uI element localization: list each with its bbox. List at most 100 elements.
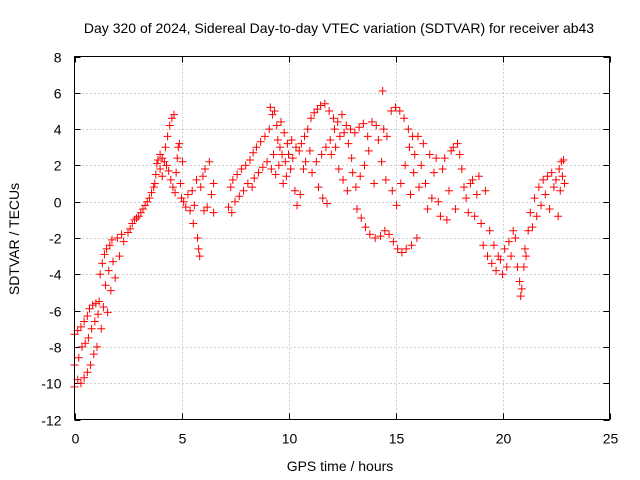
data-point <box>387 106 396 115</box>
data-point <box>377 157 386 166</box>
data-point <box>541 190 550 199</box>
data-point <box>87 324 96 333</box>
data-point <box>84 333 93 342</box>
data-point <box>209 179 218 188</box>
data-point <box>348 168 357 177</box>
data-point <box>190 201 199 210</box>
x-tick-label: 25 <box>603 431 619 447</box>
data-point <box>559 155 568 164</box>
data-point <box>385 230 394 239</box>
data-point <box>90 317 99 326</box>
data-point <box>543 172 552 181</box>
data-point <box>347 154 356 163</box>
y-tick-label: 4 <box>54 122 62 138</box>
data-point <box>379 125 388 134</box>
data-point <box>498 270 507 279</box>
data-point <box>102 244 111 253</box>
data-point <box>209 208 218 217</box>
data-point <box>95 297 104 306</box>
data-point <box>464 208 473 217</box>
data-point <box>360 161 369 170</box>
data-point <box>205 157 214 166</box>
data-point <box>250 174 259 183</box>
data-point <box>192 175 201 184</box>
data-point <box>147 188 156 197</box>
data-point <box>274 161 283 170</box>
data-point <box>516 292 525 301</box>
data-point <box>103 308 112 317</box>
data-point <box>517 284 526 293</box>
data-point <box>306 114 315 123</box>
data-point <box>105 241 114 250</box>
data-point <box>481 186 490 195</box>
data-point <box>252 143 261 152</box>
data-point <box>83 312 92 321</box>
data-point <box>391 103 400 112</box>
data-point <box>479 241 488 250</box>
data-point <box>163 132 172 141</box>
data-point <box>515 277 524 286</box>
data-point <box>228 175 237 184</box>
data-point <box>367 117 376 126</box>
data-point <box>270 106 279 115</box>
data-point <box>287 135 296 144</box>
data-point <box>88 301 97 310</box>
data-point <box>124 228 132 237</box>
data-point <box>350 128 359 137</box>
data-point <box>333 117 342 126</box>
data-point <box>423 204 432 213</box>
y-tick-label: -12 <box>41 413 61 429</box>
data-point <box>364 146 373 155</box>
data-point <box>557 157 566 166</box>
data-point <box>99 302 108 311</box>
data-point <box>254 168 263 177</box>
data-point <box>158 172 167 181</box>
data-point <box>370 179 379 188</box>
data-point <box>256 137 265 146</box>
data-point <box>226 183 235 192</box>
data-point <box>392 201 401 210</box>
data-point <box>296 190 305 199</box>
data-point <box>440 154 449 163</box>
data-point <box>474 172 483 181</box>
data-point <box>162 161 171 170</box>
data-point <box>160 157 169 166</box>
data-point <box>326 135 335 144</box>
data-point <box>511 234 520 242</box>
data-point <box>203 203 212 212</box>
data-point <box>265 125 274 134</box>
data-point <box>339 175 348 184</box>
x-axis-label: GPS time / hours <box>287 458 394 474</box>
data-point <box>128 219 137 228</box>
data-point <box>371 234 380 242</box>
data-point <box>176 179 185 188</box>
data-point <box>178 157 187 166</box>
data-point <box>224 203 233 212</box>
y-tick-label: 0 <box>54 195 62 211</box>
data-point <box>432 154 441 163</box>
data-point <box>164 166 173 175</box>
y-tick-label: 8 <box>54 50 62 66</box>
data-point <box>494 252 503 261</box>
data-point <box>434 197 443 206</box>
data-point <box>539 175 548 184</box>
data-point <box>151 170 160 179</box>
data-point <box>175 139 184 148</box>
data-point <box>86 361 95 370</box>
data-point <box>314 183 323 192</box>
data-point <box>290 186 299 195</box>
data-point <box>241 161 250 170</box>
y-tick-label: 6 <box>54 86 62 102</box>
data-point <box>73 326 82 335</box>
data-point <box>532 212 541 221</box>
data-point <box>351 183 360 192</box>
data-point <box>174 143 183 152</box>
data-point <box>500 244 509 253</box>
data-point <box>275 143 284 152</box>
data-point <box>316 101 325 110</box>
data-point <box>382 132 391 141</box>
data-point <box>402 244 411 253</box>
data-point <box>138 204 147 213</box>
data-point <box>156 165 165 174</box>
y-axis-label: SDTVAR / TECUs <box>6 183 22 295</box>
